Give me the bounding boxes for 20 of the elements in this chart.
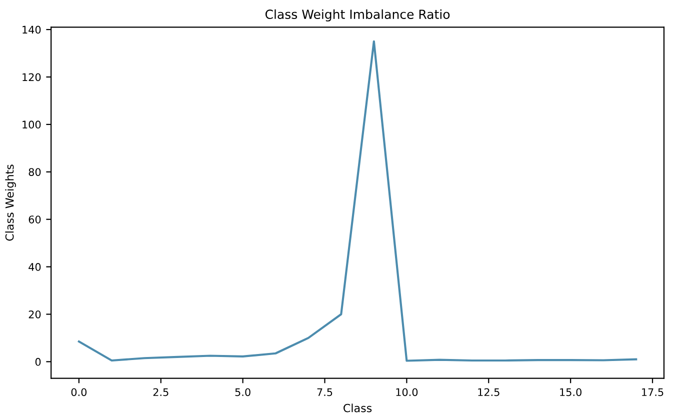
x-tick-label: 7.5	[317, 388, 332, 396]
x-tick-label: 5.0	[235, 388, 250, 396]
x-tick-label: 10.0	[396, 388, 418, 396]
y-tick-label: 120	[22, 73, 41, 82]
y-tick-label: 140	[22, 26, 41, 34]
x-tick-label: 0.0	[71, 388, 87, 396]
y-tick-label: 40	[28, 263, 41, 271]
y-axis-title: Class Weights	[5, 164, 16, 241]
x-axis-title: Class	[344, 404, 372, 412]
y-tick-label: 100	[22, 120, 41, 129]
chart-title: Class Weight Imbalance Ratio	[265, 9, 450, 22]
x-tick-label: 15.0	[560, 388, 582, 396]
y-tick-label: 0	[35, 358, 41, 366]
x-tick-label: 2.5	[153, 388, 168, 396]
y-tick-label: 80	[28, 168, 41, 176]
y-tick-label: 20	[28, 310, 41, 318]
x-tick-label: 12.5	[478, 388, 500, 396]
line-series	[78, 40, 638, 362]
x-tick-label: 17.5	[642, 388, 664, 396]
y-tick-label: 60	[28, 216, 41, 224]
